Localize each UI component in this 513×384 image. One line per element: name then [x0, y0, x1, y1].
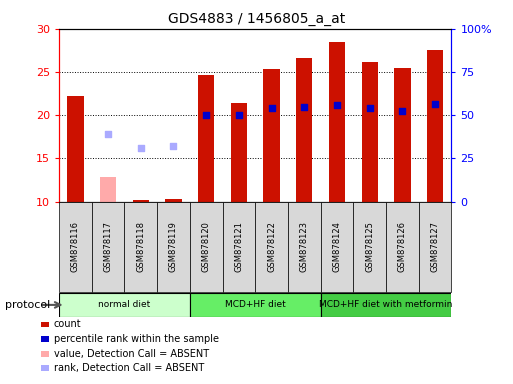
Text: GSM878122: GSM878122 [267, 221, 276, 272]
Point [366, 105, 374, 111]
Bar [296, 58, 312, 202]
Point [431, 101, 439, 107]
Text: GSM878125: GSM878125 [365, 221, 374, 272]
Point [333, 102, 341, 108]
Text: protocol: protocol [5, 300, 50, 310]
Text: GSM878118: GSM878118 [136, 221, 145, 272]
Bar [329, 42, 345, 202]
Text: count: count [54, 319, 82, 329]
Point [300, 104, 308, 111]
Bar [321, 293, 451, 317]
Bar [263, 68, 280, 202]
Text: GSM878116: GSM878116 [71, 221, 80, 272]
Bar [124, 202, 157, 292]
Point [398, 108, 406, 114]
Point [267, 105, 275, 111]
Bar [190, 202, 223, 292]
Bar [157, 202, 190, 292]
Text: GSM878120: GSM878120 [202, 221, 211, 272]
Bar [231, 103, 247, 202]
Bar [59, 293, 190, 317]
Text: value, Detection Call = ABSENT: value, Detection Call = ABSENT [54, 349, 209, 359]
Point [104, 131, 112, 137]
Text: MCD+HF diet with metformin: MCD+HF diet with metformin [320, 300, 452, 310]
Text: GDS4883 / 1456805_a_at: GDS4883 / 1456805_a_at [168, 12, 345, 25]
Text: GSM878117: GSM878117 [104, 221, 112, 272]
Bar [100, 177, 116, 202]
Bar [190, 293, 321, 317]
Bar [394, 68, 410, 202]
Bar [288, 202, 321, 292]
Bar [353, 202, 386, 292]
Text: GSM878119: GSM878119 [169, 221, 178, 272]
Bar [255, 202, 288, 292]
Bar [198, 75, 214, 202]
Bar [132, 200, 149, 202]
Bar [362, 63, 378, 202]
Bar [321, 202, 353, 292]
Text: GSM878121: GSM878121 [234, 221, 243, 272]
Bar [223, 202, 255, 292]
Text: GSM878126: GSM878126 [398, 221, 407, 272]
Bar [165, 199, 182, 202]
Point [169, 143, 177, 149]
Text: rank, Detection Call = ABSENT: rank, Detection Call = ABSENT [54, 363, 204, 373]
Text: GSM878124: GSM878124 [332, 221, 342, 272]
Bar [419, 202, 451, 292]
Point [136, 145, 145, 151]
Text: percentile rank within the sample: percentile rank within the sample [54, 334, 219, 344]
Point [202, 112, 210, 118]
Text: normal diet: normal diet [98, 300, 150, 310]
Bar [92, 202, 125, 292]
Bar [67, 96, 84, 202]
Point [235, 112, 243, 118]
Text: MCD+HF diet: MCD+HF diet [225, 300, 286, 310]
Bar [427, 50, 443, 202]
Text: GSM878127: GSM878127 [430, 221, 440, 272]
Bar [59, 202, 92, 292]
Bar [386, 202, 419, 292]
Text: GSM878123: GSM878123 [300, 221, 309, 272]
